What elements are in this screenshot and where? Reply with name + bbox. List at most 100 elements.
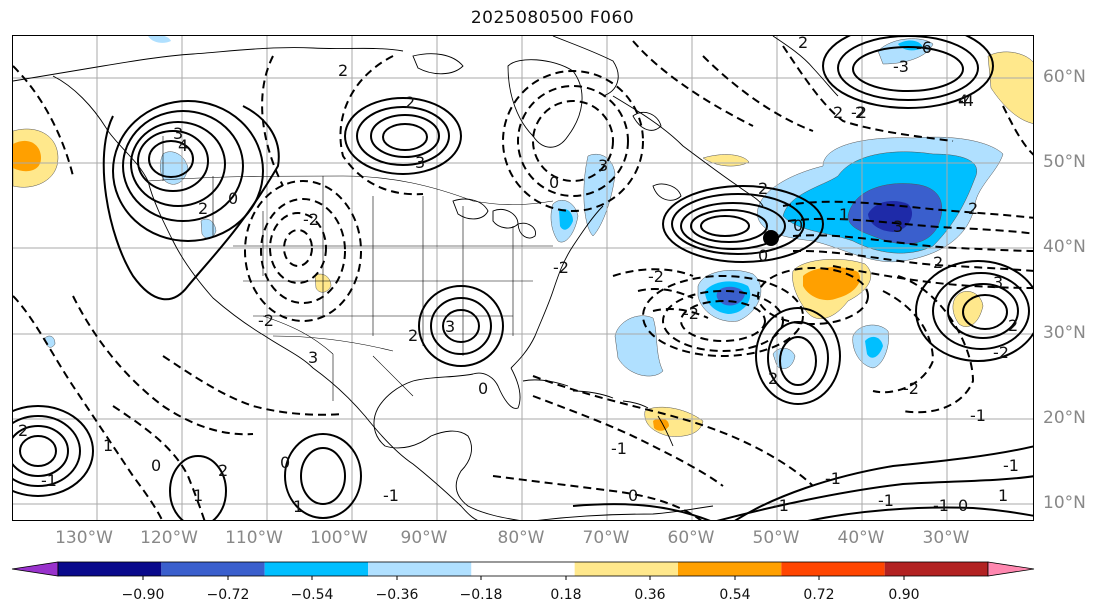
contour-label: 2 [768,369,778,388]
contour-label: 2 [198,199,208,218]
contour-label: 4 [958,91,968,110]
lon-label: 80°W [497,528,545,548]
colorbar-segment [471,562,575,576]
map-canvas: 3 4 2 3 2 2 0 0 2 3 1 2 -2 0 -2 -2 3 4 2… [13,36,1033,520]
colorbar-tick-label: 0.90 [888,587,920,603]
lat-label: 20°N [1043,408,1086,428]
contour-label: 0 [228,189,238,208]
colorbar-tick-label: −0.72 [206,587,250,603]
contour-label: 1 [839,205,849,224]
contour-labels: 3 4 2 3 2 2 0 0 2 3 1 2 -2 0 -2 -2 3 4 2… [18,36,1019,516]
contour-label: 2 [408,326,418,345]
colorbar-extend-min [11,561,59,577]
colorbar-segment [781,562,885,576]
contour-label: -1 [383,486,399,505]
lon-label: 60°W [667,528,715,548]
contour-label: 2 [968,199,978,218]
contour-label: -1 [878,491,894,510]
colorbar-tick-label: 0.72 [803,587,835,603]
colorbar-segment [368,562,472,576]
contour-label: -1 [41,471,57,490]
lat-lon-grid [13,36,1033,520]
lon-label: 90°W [400,528,448,548]
contour-label: -1 [773,496,789,515]
contour-label: -3 [893,57,909,76]
colorbar-segment [574,562,678,576]
contour-label: -2 [303,210,319,229]
lon-label: 110°W [225,528,283,548]
contour-label: 1 [293,497,303,516]
contour-label: -2 [683,304,699,323]
contour-label: -1 [933,496,949,515]
contour-label: 2 [833,103,843,122]
colorbar-segment [58,562,162,576]
solid-contours [13,36,1033,520]
contour-label: 1 [193,486,203,505]
lat-label: 50°N [1043,152,1086,172]
lon-label: 120°W [140,528,198,548]
colorbar-extend-max [987,561,1035,577]
colorbar-segment [884,562,988,576]
contour-label: -6 [916,38,932,57]
colorbar-tick-label: −0.18 [459,587,503,603]
contour-label: 0 [628,486,638,505]
contour-label: 0 [958,496,968,515]
colorbar-tick-label: 0.54 [719,587,751,603]
colorbar-tick-label: 0.36 [634,587,666,603]
colorbar-segment [264,562,368,576]
contour-label: 3 [415,153,425,172]
colorbar-tick-label: −0.90 [121,587,165,603]
contour-label: 3 [598,156,608,175]
contour-label: -2 [851,103,867,122]
contour-label: 3 [445,317,455,336]
lon-label: 130°W [55,528,113,548]
lat-label: 60°N [1043,67,1086,87]
contour-label: -2 [648,267,664,286]
contour-label: 3 [993,273,1003,292]
lat-label: 30°N [1043,323,1086,343]
contour-label: 1 [998,486,1008,505]
shading-layer [13,36,1033,437]
colorbar [11,561,1035,580]
colorbar-segments [11,561,1035,577]
coastlines [13,36,839,520]
colorbar-segment [678,562,782,576]
contour-label: 2 [855,103,865,122]
dashed-contours [13,40,1033,520]
contour-label: -1 [611,439,627,458]
contour-label: -2 [993,343,1009,362]
contour-label: 2 [933,253,943,272]
contour-label: 0 [151,456,161,475]
contour-label: 0 [280,453,290,472]
map-panel: 3 4 2 3 2 2 0 0 2 3 1 2 -2 0 -2 -2 3 4 2… [12,35,1034,521]
contour-label: -1 [1003,456,1019,475]
contour-label: 2 [18,421,28,440]
contour-label: 0 [793,216,803,235]
plot-title: 2025080500 F060 [470,8,635,28]
contour-label: 4 [178,136,188,155]
colorbar-ticks [142,576,905,580]
colorbar-tick-label: −0.36 [375,587,419,603]
lat-label: 10°N [1043,493,1086,513]
lon-label: 70°W [582,528,630,548]
contour-label: -2 [258,311,274,330]
contour-label: 2 [1008,316,1018,335]
contour-label: -1 [825,469,841,488]
contour-label: 2 [798,36,808,52]
contour-label: 2 [218,461,228,480]
storm-marker [763,230,779,246]
lat-label: 40°N [1043,237,1086,257]
contour-label: 2 [758,179,768,198]
lon-label: 40°W [837,528,885,548]
contour-label: 3 [308,348,318,367]
contour-label: -4 [958,91,974,110]
contour-label: 0 [549,173,559,192]
contour-label: 3 [173,124,183,143]
contour-label: 1 [103,436,113,455]
lon-label: 30°W [922,528,970,548]
contour-label: 2 [338,61,348,80]
contour-label: -1 [970,406,986,425]
contour-label: -2 [903,379,919,398]
contour-label: -2 [553,258,569,277]
colorbar-segment [161,562,265,576]
